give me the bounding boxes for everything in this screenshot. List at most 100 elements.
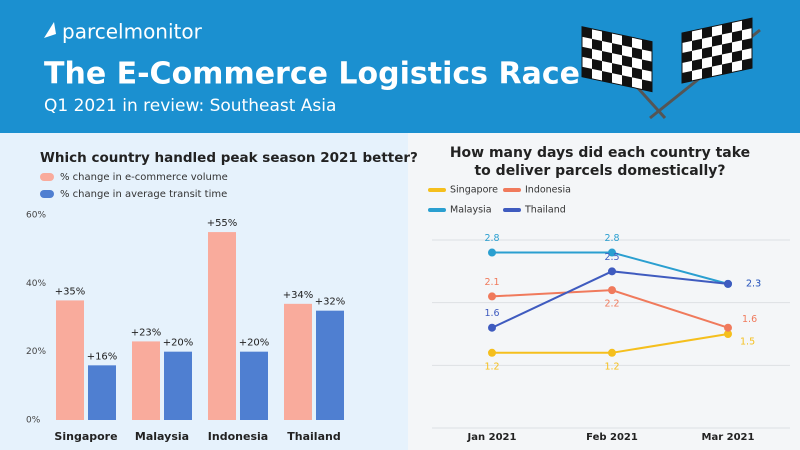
header-bg [0, 0, 800, 133]
x-tick-label: Malaysia [135, 430, 189, 443]
bar [316, 310, 344, 420]
data-label: 2.3 [746, 278, 761, 289]
legend-label: Indonesia [525, 185, 571, 196]
x-tick-label: Feb 2021 [586, 432, 638, 443]
legend-label: % change in average transit time [60, 189, 227, 200]
flag-square [702, 26, 712, 39]
flag-square [582, 26, 592, 39]
data-label: 2.3 [746, 278, 761, 289]
point [608, 248, 616, 257]
flag-square [732, 50, 742, 63]
flag-square [712, 54, 722, 67]
x-tick-label: Thailand [287, 430, 340, 443]
bar [132, 341, 160, 420]
x-tick-label: Indonesia [208, 430, 268, 443]
data-label: 2.1 [484, 277, 499, 288]
data-label: +20% [239, 338, 270, 349]
y-tick-label: 40% [26, 279, 46, 289]
flags [581, 17, 761, 120]
point [488, 292, 496, 301]
y-tick-label: 60% [26, 211, 46, 221]
flag-square [742, 58, 752, 71]
legend-label: % change in e-commerce volume [60, 172, 228, 183]
point [488, 348, 496, 357]
flag-square [612, 43, 622, 56]
flag-square [622, 55, 632, 68]
flag-square [692, 38, 702, 51]
data-label: 1.6 [742, 314, 757, 325]
bar [208, 232, 236, 420]
flag-square [712, 34, 722, 47]
point [488, 248, 496, 257]
title: The E-Commerce Logistics Race [44, 57, 580, 92]
point [724, 330, 732, 338]
flag-square [682, 50, 692, 64]
flag-square [702, 66, 712, 79]
legend-label: Thailand [524, 205, 566, 216]
data-label: 1.2 [604, 361, 619, 372]
flag-square [682, 30, 692, 44]
flag-square [722, 62, 732, 75]
bar [56, 300, 84, 420]
flag-square [632, 47, 642, 60]
x-tick-label: Singapore [54, 430, 117, 443]
flag-square [732, 30, 742, 43]
flag-square [622, 75, 632, 88]
subtitle: Q1 2021 in review: Southeast Asia [44, 96, 336, 116]
flag-square [602, 30, 612, 44]
flag-square [742, 18, 752, 31]
point [724, 323, 732, 332]
bar [284, 303, 312, 420]
flag-square [622, 35, 632, 48]
data-label: +32% [315, 297, 346, 308]
flag-square [582, 46, 592, 59]
data-label: 1.5 [740, 337, 755, 348]
data-label: +20% [163, 338, 194, 349]
flag-square [722, 42, 732, 55]
chart-title: Which country handled peak season 2021 b… [40, 150, 418, 166]
data-label: +55% [207, 218, 238, 229]
point [608, 286, 616, 295]
data-label: +16% [87, 351, 118, 362]
flag-square [612, 63, 622, 76]
legend-swatch [40, 190, 54, 198]
flag-square [602, 50, 612, 64]
flag-square [692, 58, 702, 71]
point [608, 348, 616, 357]
data-label: +23% [131, 327, 162, 338]
flag-square [702, 46, 712, 59]
y-tick-label: 20% [26, 347, 46, 357]
flag-square [582, 66, 592, 79]
data-label: +34% [283, 290, 314, 301]
flag-square [682, 70, 692, 84]
flag-square [642, 59, 652, 72]
data-label: 1.6 [484, 308, 499, 319]
x-tick-label: Mar 2021 [702, 432, 755, 443]
flag-square [742, 38, 752, 51]
y-tick-label: 0% [26, 416, 41, 426]
bar [164, 351, 192, 420]
data-label: 2.5 [604, 252, 619, 263]
flag-square [642, 79, 652, 92]
flag-square [602, 70, 612, 84]
flag-square [642, 39, 652, 52]
data-label: 1.2 [484, 361, 499, 372]
legend-label: Singapore [450, 185, 498, 196]
x-tick-label: Jan 2021 [467, 432, 517, 443]
flag-square [592, 38, 602, 51]
data-label: 2.8 [484, 233, 499, 244]
bar [88, 365, 116, 420]
logo: parcelmonitor [62, 20, 203, 44]
legend-swatch [40, 173, 54, 181]
data-label: +35% [55, 286, 86, 297]
chart-title: How many days did each country take to d… [449, 145, 751, 179]
data-label: 2.2 [604, 299, 619, 310]
data-label: 2.8 [604, 233, 619, 244]
flag-square [632, 67, 642, 80]
flag-square [592, 58, 602, 71]
bar [240, 351, 268, 420]
point [608, 267, 616, 276]
point [724, 279, 732, 288]
